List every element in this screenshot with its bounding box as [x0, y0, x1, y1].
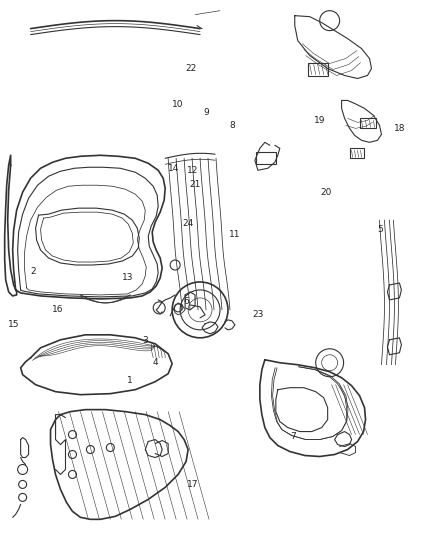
Text: 15: 15 [8, 320, 20, 329]
Text: 22: 22 [185, 64, 196, 73]
Text: 24: 24 [183, 220, 194, 229]
Text: 13: 13 [122, 273, 133, 281]
Text: 5: 5 [378, 225, 383, 234]
Text: 21: 21 [189, 180, 201, 189]
Text: 8: 8 [229, 121, 235, 130]
Text: 18: 18 [395, 124, 406, 133]
Text: 14: 14 [167, 164, 179, 173]
Text: 2: 2 [31, 268, 36, 276]
Text: 23: 23 [253, 310, 264, 319]
Text: 17: 17 [187, 480, 198, 489]
Text: 10: 10 [172, 100, 183, 109]
Text: 12: 12 [187, 166, 198, 175]
Bar [308, 62, 328, 77]
Text: 4: 4 [153, 358, 159, 367]
Bar [360, 118, 375, 128]
Text: 7: 7 [290, 432, 296, 441]
Bar [256, 152, 276, 164]
Text: 20: 20 [320, 188, 332, 197]
Text: 11: 11 [229, 230, 240, 239]
Text: 1: 1 [127, 376, 132, 385]
Bar [350, 148, 364, 158]
Text: 9: 9 [203, 108, 209, 117]
Text: 6: 6 [184, 296, 189, 305]
Text: 19: 19 [314, 116, 325, 125]
Text: 16: 16 [52, 304, 63, 313]
Text: 3: 3 [142, 336, 148, 345]
